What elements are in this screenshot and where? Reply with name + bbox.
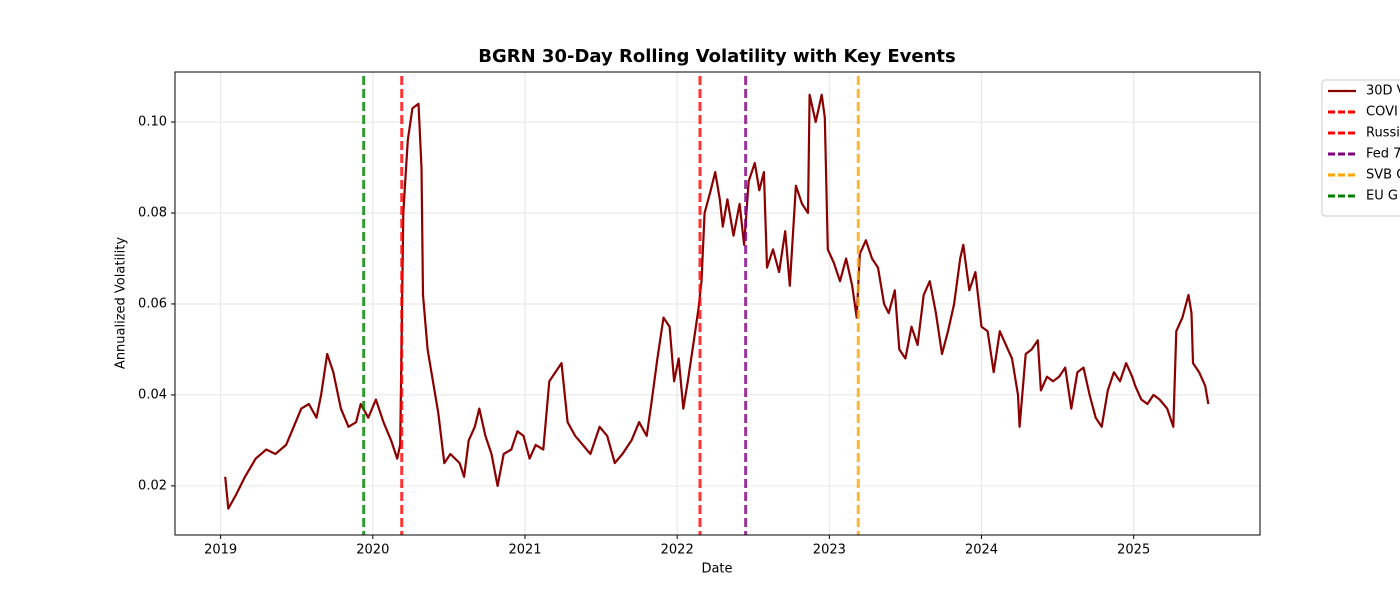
x-tick-label: 2024 — [965, 543, 998, 558]
x-tick-label: 2019 — [204, 543, 237, 558]
x-axis-label: Date — [701, 562, 732, 577]
plot-frame — [174, 71, 1261, 536]
legend-label: Fed 7 — [1366, 147, 1400, 162]
y-tick-label: 0.04 — [138, 387, 167, 402]
legend-label: SVB C — [1366, 168, 1400, 183]
chart-title: BGRN 30-Day Rolling Volatility with Key … — [478, 46, 955, 67]
legend-label: COVI — [1366, 105, 1398, 120]
y-axis-label: Annualized Volatility — [114, 237, 129, 369]
y-tick-label: 0.06 — [138, 296, 167, 311]
legend-label: Russi — [1366, 126, 1400, 141]
legend-label: 30D V — [1366, 84, 1400, 99]
y-tick-label: 0.10 — [138, 115, 167, 130]
x-tick-label: 2023 — [813, 543, 846, 558]
x-tick-label: 2020 — [356, 543, 389, 558]
x-tick-label: 2022 — [661, 543, 694, 558]
x-tick-label: 2021 — [508, 543, 541, 558]
x-tick-label: 2025 — [1117, 543, 1150, 558]
legend-label: EU G — [1366, 189, 1398, 204]
y-tick-label: 0.02 — [138, 478, 167, 493]
legend-box — [1321, 79, 1400, 217]
y-tick-label: 0.08 — [138, 205, 167, 220]
